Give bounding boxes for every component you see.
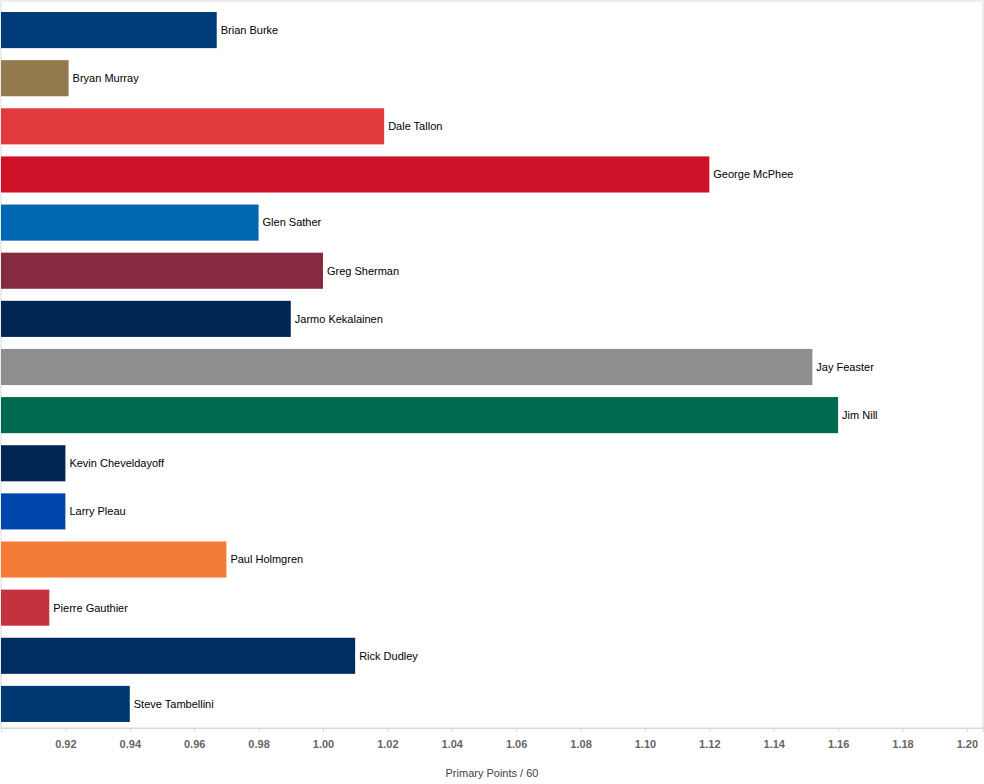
bar	[1, 205, 259, 241]
bar	[1, 156, 709, 192]
x-tick-label: 1.16	[828, 738, 849, 750]
x-tick-mark	[774, 728, 775, 732]
x-tick-mark	[581, 728, 582, 732]
x-tick: 1.18	[892, 728, 913, 750]
x-tick-label: 0.98	[248, 738, 269, 750]
x-tick: 1.12	[699, 728, 720, 750]
plot: Brian Burke Bryan Murray Dale Tallon George…	[1, 1, 984, 750]
x-tick-mark	[967, 728, 968, 732]
category-label: Glen Sather	[263, 216, 322, 228]
x-tick-mark	[259, 728, 260, 732]
category-label: Dale Tallon	[388, 120, 442, 132]
bar	[1, 349, 812, 385]
bar	[1, 445, 65, 481]
x-tick: 1.10	[635, 728, 656, 750]
x-tick-mark	[709, 728, 710, 732]
x-tick-label: 1.14	[764, 738, 786, 750]
x-tick-mark	[903, 728, 904, 732]
bar	[1, 108, 384, 144]
x-tick-label: 1.18	[892, 738, 913, 750]
x-tick-label: 0.96	[184, 738, 205, 750]
bar	[1, 686, 130, 722]
x-tick-mark	[516, 728, 517, 732]
x-tick-label: 1.08	[570, 738, 591, 750]
bar	[1, 590, 49, 626]
x-tick-label: 1.02	[377, 738, 398, 750]
x-tick: 1.02	[377, 728, 398, 750]
category-label: Kevin Cheveldayoff	[69, 457, 165, 469]
x-tick-mark	[323, 728, 324, 732]
x-axis-line	[2, 729, 984, 733]
bars	[1, 12, 838, 722]
category-label: Rick Dudley	[359, 650, 418, 662]
x-tick: 1.16	[828, 728, 849, 750]
x-tick-label: 1.00	[313, 738, 334, 750]
x-tick-label: 1.06	[506, 738, 527, 750]
x-tick: 1.08	[570, 728, 591, 750]
x-tick: 0.98	[248, 728, 269, 750]
category-label: Bryan Murray	[73, 72, 140, 84]
bar	[1, 493, 65, 529]
plot-frame	[1, 1, 983, 728]
category-label: Paul Holmgren	[230, 553, 303, 565]
bar	[1, 541, 226, 577]
bar	[1, 638, 355, 674]
bar	[1, 253, 323, 289]
category-label: Pierre Gauthier	[53, 602, 128, 614]
category-label: Greg Sherman	[327, 265, 399, 277]
x-tick-label: 1.10	[635, 738, 656, 750]
x-tick-label: 1.04	[442, 738, 464, 750]
x-tick-mark	[838, 728, 839, 732]
x-tick-mark	[65, 728, 66, 732]
x-tick-label: 1.20	[957, 738, 978, 750]
category-label: Jay Feaster	[816, 361, 874, 373]
bar	[1, 301, 291, 337]
category-label: Brian Burke	[221, 24, 278, 36]
x-tick-label: 1.12	[699, 738, 720, 750]
bar	[1, 397, 838, 433]
x-tick-mark	[387, 728, 388, 732]
x-tick-mark	[194, 728, 195, 732]
x-tick: 0.94	[120, 728, 142, 750]
x-tick: 1.20	[957, 728, 978, 750]
x-axis: 0.92 0.94 0.96 0.98 1.00 1.02 1.04 1.06 1.08 1.10…	[2, 728, 984, 750]
category-label: Larry Pleau	[69, 505, 125, 517]
x-tick-mark	[130, 728, 131, 732]
x-tick: 1.14	[764, 728, 786, 750]
x-tick-label: 0.92	[55, 738, 76, 750]
x-axis-title: Primary Points / 60	[446, 767, 539, 779]
category-label: Steve Tambellini	[134, 698, 214, 710]
x-tick-label: 0.94	[120, 738, 142, 750]
category-label: Jarmo Kekalainen	[295, 313, 383, 325]
category-label: Jim Nill	[842, 409, 877, 421]
x-tick: 1.04	[442, 728, 464, 750]
x-tick: 1.00	[313, 728, 334, 750]
category-label: George McPhee	[713, 168, 793, 180]
chart: Brian Burke Bryan Murray Dale Tallon George…	[0, 0, 984, 784]
x-tick: 0.96	[184, 728, 205, 750]
x-tick-mark	[452, 728, 453, 732]
x-tick: 1.06	[506, 728, 527, 750]
bar-labels: Brian Burke Bryan Murray Dale Tallon George…	[53, 24, 877, 710]
x-tick: 0.92	[55, 728, 76, 750]
x-tick-mark	[645, 728, 646, 732]
bar	[1, 12, 217, 48]
bar	[1, 60, 69, 96]
